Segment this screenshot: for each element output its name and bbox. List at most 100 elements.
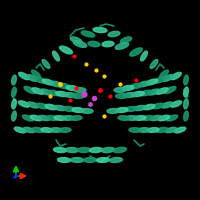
Ellipse shape: [48, 90, 60, 96]
Ellipse shape: [174, 127, 186, 133]
Ellipse shape: [116, 94, 128, 98]
Ellipse shape: [150, 60, 158, 68]
Ellipse shape: [163, 75, 173, 81]
Ellipse shape: [60, 46, 72, 54]
Ellipse shape: [126, 116, 138, 120]
Ellipse shape: [184, 75, 188, 85]
Ellipse shape: [115, 43, 129, 49]
Ellipse shape: [72, 108, 84, 112]
Ellipse shape: [14, 127, 26, 133]
Ellipse shape: [66, 147, 78, 153]
Ellipse shape: [129, 128, 141, 132]
Ellipse shape: [146, 79, 158, 85]
Ellipse shape: [124, 93, 136, 97]
Ellipse shape: [107, 109, 119, 113]
Ellipse shape: [12, 87, 16, 97]
Ellipse shape: [90, 147, 102, 153]
Ellipse shape: [63, 107, 75, 111]
Ellipse shape: [102, 147, 114, 153]
Ellipse shape: [12, 99, 16, 109]
Ellipse shape: [138, 81, 150, 87]
Ellipse shape: [12, 111, 16, 121]
Ellipse shape: [125, 107, 137, 111]
Ellipse shape: [58, 83, 70, 89]
Ellipse shape: [184, 111, 188, 121]
Ellipse shape: [36, 103, 48, 109]
Ellipse shape: [58, 158, 70, 162]
Ellipse shape: [130, 83, 142, 89]
Ellipse shape: [54, 105, 66, 111]
Ellipse shape: [166, 115, 178, 121]
Ellipse shape: [62, 116, 74, 120]
Ellipse shape: [54, 116, 66, 120]
Ellipse shape: [148, 89, 160, 95]
Ellipse shape: [184, 99, 188, 109]
Ellipse shape: [164, 86, 176, 94]
Ellipse shape: [56, 91, 68, 97]
Ellipse shape: [108, 31, 120, 37]
Ellipse shape: [114, 147, 126, 153]
Ellipse shape: [46, 116, 58, 120]
Ellipse shape: [64, 93, 76, 97]
Ellipse shape: [165, 127, 177, 133]
Ellipse shape: [118, 116, 130, 120]
Ellipse shape: [154, 77, 166, 83]
Ellipse shape: [32, 70, 40, 78]
Ellipse shape: [156, 128, 168, 132]
Ellipse shape: [102, 41, 114, 47]
Ellipse shape: [66, 86, 78, 90]
Ellipse shape: [152, 103, 164, 109]
Ellipse shape: [160, 70, 168, 78]
Ellipse shape: [30, 115, 42, 121]
Ellipse shape: [70, 37, 82, 43]
Ellipse shape: [134, 105, 146, 111]
Ellipse shape: [27, 75, 37, 81]
Ellipse shape: [147, 128, 159, 132]
Ellipse shape: [143, 104, 155, 110]
Ellipse shape: [158, 115, 170, 121]
Ellipse shape: [84, 158, 96, 162]
Ellipse shape: [18, 101, 30, 107]
Ellipse shape: [40, 89, 52, 95]
Ellipse shape: [74, 88, 86, 92]
Ellipse shape: [134, 116, 146, 120]
Ellipse shape: [93, 27, 107, 33]
Ellipse shape: [32, 128, 44, 132]
Ellipse shape: [171, 72, 181, 80]
Ellipse shape: [71, 158, 83, 162]
Ellipse shape: [50, 128, 62, 132]
Ellipse shape: [73, 41, 87, 47]
Ellipse shape: [156, 88, 168, 94]
Ellipse shape: [59, 128, 71, 132]
Ellipse shape: [19, 72, 29, 80]
Ellipse shape: [114, 88, 126, 92]
Ellipse shape: [130, 48, 142, 56]
Ellipse shape: [78, 147, 90, 153]
Ellipse shape: [72, 94, 84, 98]
Ellipse shape: [54, 147, 66, 153]
Ellipse shape: [138, 128, 150, 132]
Ellipse shape: [34, 77, 46, 83]
Ellipse shape: [122, 86, 134, 90]
Ellipse shape: [170, 101, 182, 107]
Ellipse shape: [23, 127, 35, 133]
Ellipse shape: [97, 158, 109, 162]
Ellipse shape: [116, 108, 128, 112]
Ellipse shape: [120, 37, 132, 43]
Ellipse shape: [24, 86, 36, 94]
Ellipse shape: [32, 88, 44, 94]
Ellipse shape: [88, 41, 100, 47]
Ellipse shape: [41, 128, 53, 132]
Ellipse shape: [141, 51, 147, 61]
Ellipse shape: [161, 102, 173, 108]
Ellipse shape: [42, 79, 54, 85]
Ellipse shape: [50, 81, 62, 87]
Ellipse shape: [150, 115, 162, 121]
Ellipse shape: [12, 75, 16, 85]
Ellipse shape: [140, 90, 152, 96]
Ellipse shape: [142, 116, 154, 120]
Ellipse shape: [38, 115, 50, 121]
Ellipse shape: [45, 104, 57, 110]
Ellipse shape: [81, 109, 93, 113]
Ellipse shape: [22, 115, 34, 121]
